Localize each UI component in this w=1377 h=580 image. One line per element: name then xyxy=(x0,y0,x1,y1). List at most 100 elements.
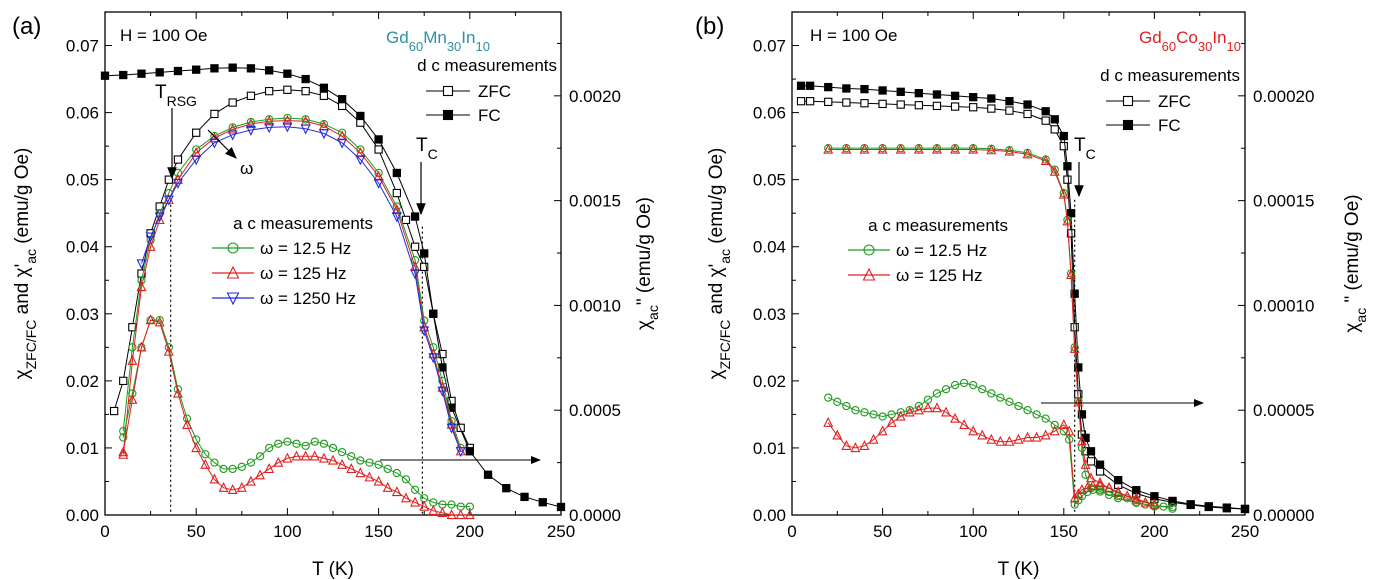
data-point xyxy=(941,385,951,394)
data-point xyxy=(374,460,383,469)
y2-tick-label: 0.0020 xyxy=(569,87,621,106)
data-point xyxy=(1031,431,1042,442)
dc-legend-title: d c measurements xyxy=(417,56,557,75)
data-point xyxy=(182,414,192,423)
data-point xyxy=(428,504,439,515)
data-point xyxy=(1041,107,1050,116)
data-point xyxy=(922,402,933,413)
data-point xyxy=(446,423,457,434)
data-point xyxy=(337,447,347,457)
data-point xyxy=(1005,106,1014,115)
data-point xyxy=(119,70,128,80)
data-point xyxy=(941,406,952,417)
data-point xyxy=(986,144,997,155)
data-point xyxy=(1095,467,1105,476)
data-point xyxy=(374,145,383,154)
y-tick-label: 0.07 xyxy=(753,37,786,56)
data-point xyxy=(200,458,211,469)
data-point xyxy=(274,439,283,448)
data-point xyxy=(914,101,923,110)
y2-tick-label: 0.00010 xyxy=(1253,296,1314,315)
data-point xyxy=(1049,425,1060,436)
x-tick-label: 250 xyxy=(547,522,575,541)
data-point xyxy=(364,471,375,482)
data-point xyxy=(420,249,429,258)
sample-formula: Gd60Co30In10 xyxy=(1139,28,1241,54)
x-tick-label: 0 xyxy=(787,522,796,541)
data-point xyxy=(1070,323,1079,332)
data-point xyxy=(227,484,238,495)
data-point xyxy=(869,410,878,419)
data-point xyxy=(328,454,338,465)
data-point xyxy=(210,64,219,73)
data-point xyxy=(182,419,193,430)
data-point xyxy=(859,440,870,450)
data-point xyxy=(128,323,137,332)
x-tick-label: 100 xyxy=(959,522,987,541)
ac-legend-label: ω = 125 Hz xyxy=(896,266,983,285)
data-point xyxy=(1074,363,1083,372)
dc-legend-title: d c measurements xyxy=(1100,66,1240,85)
data-point xyxy=(1131,492,1142,503)
data-point xyxy=(109,406,119,416)
data-point xyxy=(391,212,402,223)
data-point xyxy=(245,475,256,486)
series-line xyxy=(104,67,562,508)
data-point xyxy=(878,99,887,109)
data-point xyxy=(191,442,202,453)
data-point xyxy=(1186,500,1195,509)
data-point xyxy=(1095,460,1105,469)
data-point xyxy=(1049,165,1060,176)
series-line xyxy=(828,147,1173,508)
data-point xyxy=(283,437,292,446)
data-point xyxy=(391,486,402,497)
data-point xyxy=(392,188,401,198)
data-point xyxy=(145,232,156,243)
series-fc xyxy=(796,81,1250,514)
data-point xyxy=(282,114,293,125)
data-point xyxy=(319,439,329,448)
data-point xyxy=(446,509,457,520)
data-point xyxy=(283,113,292,123)
data-point xyxy=(228,98,237,107)
dc-legend-marker xyxy=(442,85,454,97)
data-point xyxy=(796,81,806,90)
data-point xyxy=(119,433,128,442)
data-point xyxy=(841,440,852,450)
data-point xyxy=(201,450,210,459)
data-point xyxy=(950,91,960,100)
data-point xyxy=(163,195,174,206)
y-tick-label: 0.00 xyxy=(66,506,99,525)
data-point xyxy=(255,469,266,480)
data-point xyxy=(136,341,147,352)
tc-label: TC xyxy=(416,135,438,162)
data-point xyxy=(968,143,979,154)
y-tick-label: 0.02 xyxy=(753,372,786,391)
field-label: H = 100 Oe xyxy=(810,26,897,45)
data-point xyxy=(163,345,174,356)
field-label: H = 100 Oe xyxy=(120,26,207,45)
data-point xyxy=(1076,435,1087,446)
data-point xyxy=(832,429,843,440)
data-point xyxy=(878,86,887,95)
data-point xyxy=(805,81,815,90)
ac-legend-marker xyxy=(862,267,876,281)
data-point xyxy=(291,450,302,461)
data-point xyxy=(218,481,229,492)
data-point xyxy=(823,416,834,427)
data-point xyxy=(1059,131,1068,141)
data-point xyxy=(128,343,137,352)
y2-tick-label: 0.00000 xyxy=(1253,506,1314,525)
data-point xyxy=(219,464,228,474)
y-tick-label: 0.00 xyxy=(753,506,786,525)
data-point xyxy=(410,242,420,251)
data-point xyxy=(1022,431,1033,442)
data-point xyxy=(245,125,256,136)
ac-legend-marker xyxy=(226,265,240,279)
y-tick-label: 0.06 xyxy=(66,104,99,123)
data-point xyxy=(373,178,384,189)
data-point xyxy=(520,492,529,502)
data-point xyxy=(356,111,365,121)
data-point xyxy=(1114,475,1123,485)
data-point xyxy=(969,93,978,102)
